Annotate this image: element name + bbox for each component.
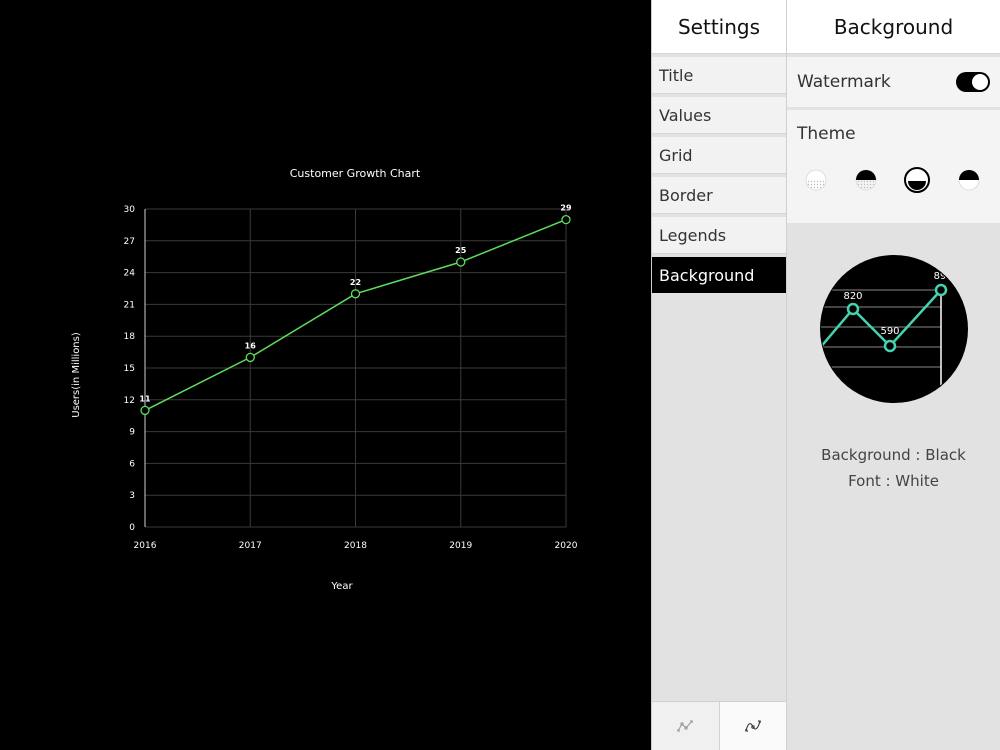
- data-label: 29: [560, 204, 572, 213]
- menu-item-grid[interactable]: Grid: [652, 137, 786, 174]
- menu-item-legends[interactable]: Legends: [652, 217, 786, 254]
- theme-half-bottom-icon: [904, 167, 931, 193]
- y-tick-label: 27: [124, 237, 135, 247]
- data-label: 11: [139, 394, 151, 403]
- menu-item-border[interactable]: Border: [652, 177, 786, 214]
- data-point[interactable]: [561, 214, 571, 225]
- line-chart-button[interactable]: [652, 702, 719, 750]
- theme-caption: Background : Black Font : White: [787, 442, 1000, 494]
- menu-item-background[interactable]: Background: [652, 257, 786, 293]
- x-tick-label: 2017: [239, 541, 262, 551]
- theme-dotted-icon: [805, 169, 827, 191]
- chart-area: Customer Growth Chart 0 3 6 9 12 15 18 21 24 27 30…: [71, 167, 578, 592]
- menu-item-values[interactable]: Values: [652, 97, 786, 134]
- chart-type-bar: [652, 701, 786, 750]
- x-tick-label: 2018: [344, 541, 367, 551]
- x-tick-label: 2016: [134, 541, 157, 551]
- caption-font: Font : White: [848, 472, 939, 490]
- y-tick-label: 6: [129, 459, 135, 469]
- data-label: 22: [350, 278, 361, 287]
- data-point[interactable]: [350, 289, 361, 299]
- preview-label-2: 590: [880, 326, 899, 337]
- menu-item-title[interactable]: Title: [652, 57, 786, 94]
- line-chart-icon: [677, 720, 694, 732]
- y-tick-label: 12: [124, 396, 135, 406]
- theme-label: Theme: [797, 124, 856, 144]
- data-point[interactable]: [140, 405, 150, 416]
- theme-box: Theme: [787, 110, 1000, 223]
- y-tick-label: 9: [129, 428, 135, 438]
- background-panel: Background Watermark Theme: [786, 0, 1000, 750]
- y-tick-label: 0: [129, 523, 135, 533]
- theme-preview: 820 590 89: [787, 254, 1000, 404]
- preview-label-3: 89: [933, 271, 946, 282]
- y-tick-label: 30: [124, 205, 136, 215]
- theme-option-3[interactable]: [903, 166, 931, 194]
- x-tick-label: 2019: [449, 541, 472, 551]
- customer-growth-chart: Customer Growth Chart 0 3 6 9 12 15 18 21 24 27 30…: [71, 167, 578, 592]
- data-point[interactable]: [245, 352, 255, 363]
- theme-option-2[interactable]: [854, 168, 878, 192]
- y-tick-label: 18: [124, 332, 136, 342]
- settings-title: Settings: [652, 0, 786, 54]
- y-axis-label: Users(in Millions): [71, 332, 82, 418]
- x-axis-label: Year: [330, 581, 353, 592]
- y-tick-label: 15: [124, 364, 135, 374]
- caption-background: Background : Black: [821, 446, 966, 464]
- preview-label-1: 820: [843, 291, 862, 302]
- curve-chart-icon: [744, 720, 761, 732]
- theme-half-top-icon: [855, 169, 877, 191]
- watermark-label: Watermark: [797, 72, 891, 92]
- x-tick-label: 2020: [555, 541, 578, 551]
- theme-option-4[interactable]: [957, 168, 981, 192]
- theme-option-1[interactable]: [804, 168, 828, 192]
- y-tick-label: 21: [124, 300, 135, 310]
- data-label: 16: [245, 341, 257, 350]
- data-point[interactable]: [456, 257, 466, 267]
- theme-options: [797, 166, 990, 194]
- data-label: 25: [455, 246, 467, 255]
- y-tick-label: 24: [124, 269, 136, 279]
- theme-preview-chart: 820 590 89: [819, 255, 968, 403]
- curve-chart-button[interactable]: [718, 702, 786, 750]
- watermark-row: Watermark: [787, 57, 1000, 107]
- toggle-knob: [972, 74, 988, 90]
- theme-half-dark-icon: [958, 169, 980, 191]
- settings-panel: Settings Title Values Grid Border Legend…: [651, 0, 786, 750]
- y-tick-label: 3: [129, 491, 135, 501]
- background-title: Background: [787, 0, 1000, 54]
- watermark-toggle[interactable]: [956, 72, 990, 92]
- chart-title: Customer Growth Chart: [290, 167, 421, 180]
